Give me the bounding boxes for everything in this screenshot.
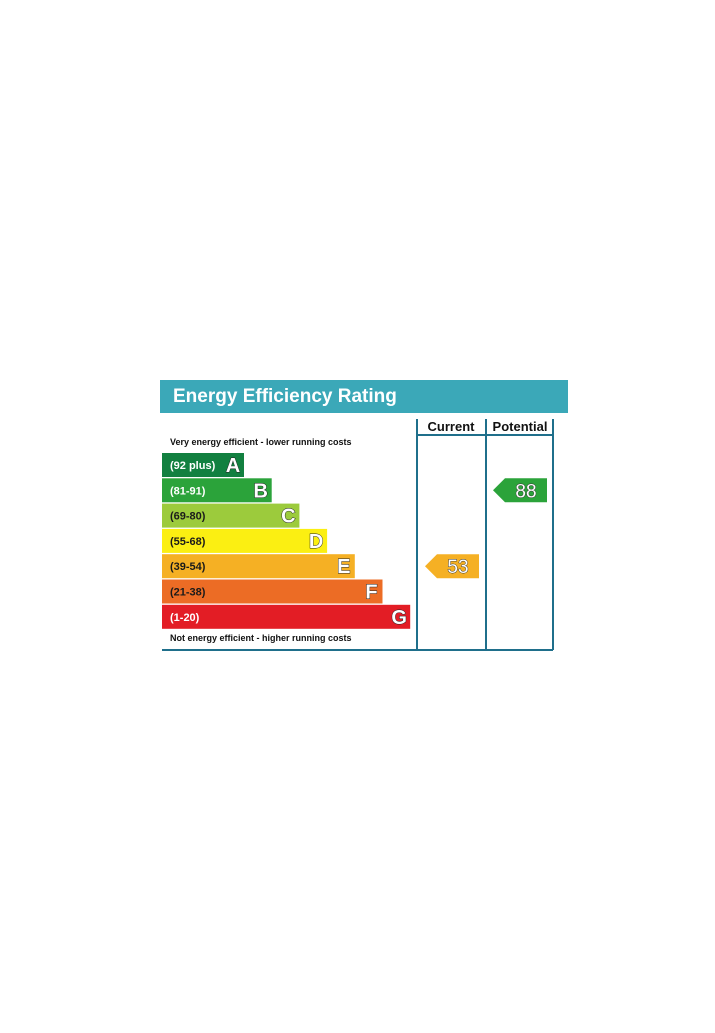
band-letter-label: C [281, 506, 295, 528]
band-range-label: (69-80) [170, 511, 206, 523]
potential-score-arrow [493, 478, 547, 503]
column-header-potential: Potential [493, 419, 548, 434]
band-bar [162, 478, 272, 503]
band-f: (21-38) F [162, 579, 383, 604]
potential-score: 88 [493, 478, 547, 503]
band-bar [162, 453, 244, 477]
band-letter-label: A [226, 455, 240, 477]
band-b: (81-91) B [162, 478, 272, 503]
current-score-value: 53 [447, 557, 468, 578]
band-range-label: (81-91) [170, 485, 206, 497]
band-range-label: (21-38) [170, 587, 206, 599]
band-g: (1-20) G [162, 604, 411, 629]
band-letter-label: B [253, 480, 267, 502]
band-range-label: (92 plus) [170, 460, 216, 472]
band-a: (92 plus) A [162, 453, 244, 477]
band-letter-label: F [365, 582, 377, 604]
band-bar [162, 503, 300, 528]
band-range-label: (55-68) [170, 536, 206, 548]
band-range-label: (1-20) [170, 612, 200, 624]
current-score-arrow [425, 554, 479, 579]
band-letter-label: E [337, 556, 350, 578]
band-bar [162, 579, 383, 604]
band-letter-label: G [391, 607, 407, 629]
column-header-current: Current [428, 419, 476, 434]
bottom-note: Not energy efficient - higher running co… [170, 633, 352, 643]
chart-title-bar [160, 380, 568, 413]
chart-title: Energy Efficiency Rating [173, 386, 397, 407]
rating-bands: (92 plus) A(81-91) B(69-80) C(55-68) D(39-54… [162, 453, 411, 629]
band-bar [162, 528, 328, 553]
band-bar [162, 554, 355, 579]
band-e: (39-54) E [162, 554, 355, 579]
band-range-label: (39-54) [170, 561, 206, 573]
band-bar [162, 604, 411, 629]
top-note: Very energy efficient - lower running co… [170, 437, 352, 447]
chart-frame [162, 419, 554, 651]
potential-score-value: 88 [515, 481, 536, 502]
band-d: (55-68) D [162, 528, 328, 553]
band-c: (69-80) C [162, 503, 300, 528]
current-score: 53 [425, 554, 479, 579]
band-letter-label: D [309, 531, 323, 553]
rating-scores: 53 88 [425, 478, 547, 579]
